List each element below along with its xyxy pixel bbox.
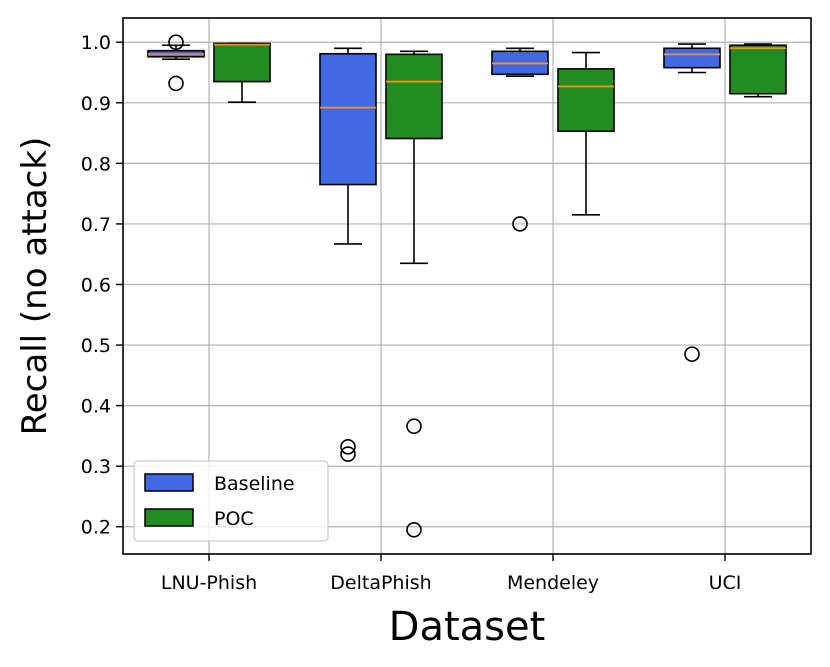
box-poc-lnu-phish [213, 42, 271, 103]
legend-label-baseline: Baseline [214, 473, 295, 495]
outlier-point [684, 346, 700, 362]
box-baseline-deltaphish [319, 47, 377, 462]
box-poc-deltaphish [385, 50, 443, 538]
x-axis-label: Dataset [389, 604, 546, 650]
outlier-point [340, 446, 356, 462]
box-iqr [729, 44, 787, 95]
y-axis-label: Recall (no attack) [15, 137, 55, 436]
y-tick-label: 1.0 [81, 32, 111, 54]
box-iqr [385, 53, 443, 140]
legend-label-poc: POC [214, 508, 254, 530]
y-tick-label: 0.7 [81, 214, 111, 236]
y-tick-label: 0.3 [81, 456, 111, 478]
outlier-point [512, 216, 528, 232]
box-iqr [663, 47, 721, 69]
x-tick-label: UCI [709, 572, 742, 594]
plot-frame [122, 17, 812, 555]
box-iqr [557, 68, 615, 133]
legend-swatch-poc [144, 508, 194, 527]
box-baseline-mendeley [491, 47, 549, 232]
x-tick-label: Mendeley [507, 572, 599, 594]
box-iqr [319, 52, 377, 186]
axis-ticks: 0.2 0.3 0.4 0.5 0.6 0.7 0.8 0.9 1.0 LNU-Phish Delt… [81, 32, 742, 594]
y-tick-label: 0.8 [81, 153, 111, 175]
outlier-point [168, 75, 184, 92]
box-baseline-uci [663, 43, 721, 362]
y-tick-label: 0.4 [81, 396, 111, 418]
box-baseline-lnu-phish [147, 34, 205, 92]
box-layer [147, 34, 787, 538]
legend-swatch-baseline [144, 473, 194, 492]
box-iqr [213, 42, 271, 83]
outlier-point [168, 34, 184, 51]
outlier-point [406, 418, 422, 435]
y-tick-label: 0.6 [81, 274, 111, 296]
x-tick-label: LNU-Phish [161, 572, 257, 594]
outlier-point [406, 521, 422, 538]
y-tick-label: 0.5 [81, 335, 111, 357]
outlier-point [340, 438, 356, 455]
y-tick-label: 0.2 [81, 517, 111, 539]
x-tick-label: DeltaPhish [330, 572, 431, 594]
y-tick-label: 0.9 [81, 93, 111, 115]
legend: Baseline POC [133, 460, 329, 542]
box-poc-uci [729, 43, 787, 98]
box-poc-mendeley [557, 51, 615, 216]
